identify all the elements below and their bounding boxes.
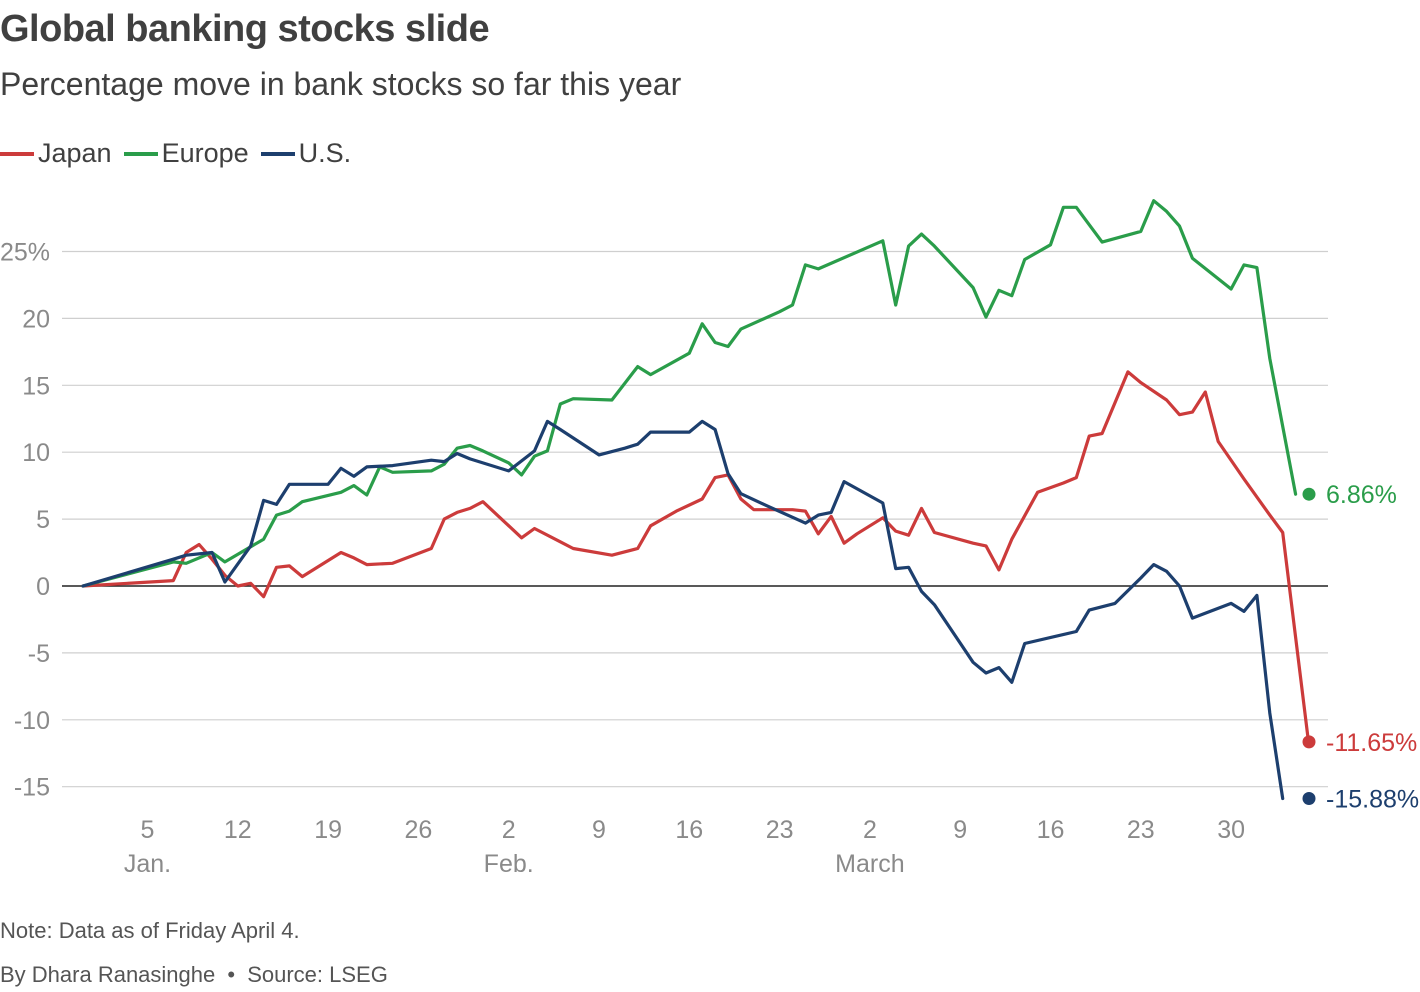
x-tick-label: 16	[1037, 816, 1065, 844]
byline: By Dhara Ranasinghe • Source: LSEG	[0, 962, 388, 988]
chart-title: Global banking stocks slide	[0, 8, 490, 50]
byline-author: By Dhara Ranasinghe	[0, 962, 216, 987]
legend-item-europe: Europe	[123, 138, 249, 169]
x-tick-label: 9	[592, 816, 606, 844]
byline-separator: •	[227, 962, 236, 987]
legend-label-us: U.S.	[298, 138, 352, 168]
y-tick-label: 5	[36, 506, 50, 534]
y-tick-label: -15	[14, 774, 50, 802]
legend-swatch-japan	[0, 151, 34, 156]
y-tick-label: 10	[22, 439, 50, 467]
x-tick-label: 2	[863, 816, 877, 844]
x-tick-label: 30	[1217, 816, 1245, 844]
series-line-us	[81, 419, 1285, 801]
x-tick-label: 16	[675, 816, 703, 844]
x-tick-label: 19	[314, 816, 342, 844]
y-tick-label: 25%	[0, 239, 50, 267]
legend-item-us: U.S.	[260, 138, 352, 169]
legend-item-japan: Japan	[0, 138, 112, 169]
x-tick-label: 2	[502, 816, 516, 844]
x-tick-label: 23	[1127, 816, 1155, 844]
x-tick-label: 26	[404, 816, 432, 844]
x-tick-label: 12	[224, 816, 252, 844]
x-tick-label: 23	[766, 816, 794, 844]
legend: Japan Europe U.S.	[0, 138, 351, 169]
chart-subtitle: Percentage move in bank stocks so far th…	[0, 66, 682, 102]
x-month-label: Jan.	[124, 850, 171, 878]
legend-label-europe: Europe	[161, 138, 249, 168]
end-label-europe: 6.86%	[1326, 481, 1397, 509]
series-line-europe	[81, 199, 1298, 588]
footnote: Note: Data as of Friday April 4.	[0, 918, 300, 943]
y-tick-label: 15	[22, 372, 50, 400]
x-tick-label: 5	[141, 816, 155, 844]
end-marker-us	[1302, 791, 1316, 805]
legend-swatch-us	[260, 151, 295, 156]
series-line-japan	[81, 370, 1311, 744]
x-month-label: Feb.	[484, 850, 534, 878]
end-marker-japan	[1302, 735, 1316, 749]
x-tick-label: 9	[953, 816, 967, 844]
y-tick-label: 0	[36, 573, 50, 601]
end-label-japan: -11.65%	[1326, 729, 1417, 757]
y-tick-label: -10	[14, 707, 50, 735]
y-tick-label: -5	[28, 640, 50, 668]
y-tick-label: 20	[22, 305, 50, 333]
byline-source: Source: LSEG	[247, 962, 388, 987]
legend-label-japan: Japan	[38, 138, 112, 168]
legend-swatch-europe	[123, 151, 158, 156]
end-marker-europe	[1302, 487, 1316, 501]
x-month-label: March	[835, 850, 904, 878]
end-label-us: -15.88%	[1326, 785, 1419, 813]
